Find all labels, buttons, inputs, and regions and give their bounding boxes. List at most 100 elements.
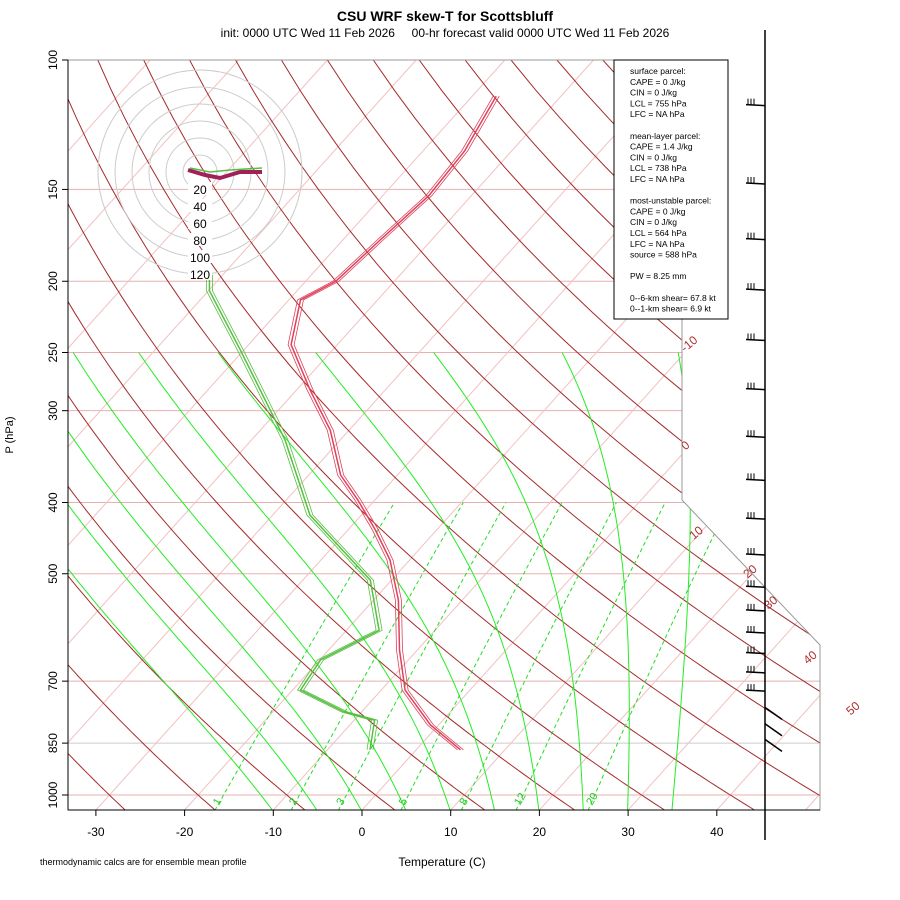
stats-line: LFC = NA hPa (630, 109, 685, 119)
barb-staff (764, 706, 783, 721)
moist-adiabat (217, 352, 495, 810)
y-tick-label: 250 (46, 342, 60, 362)
hodograph-ring-label: 80 (193, 234, 207, 248)
isotherm-label: 40 (800, 648, 819, 668)
stats-line: CAPE = 0 J/kg (630, 206, 686, 216)
dewpoint-line (211, 274, 383, 750)
barb-staff (745, 338, 766, 342)
y-tick-label: 150 (46, 179, 60, 199)
dry-adiabat (326, 60, 820, 810)
y-axis-label: P (hPa) (4, 416, 16, 453)
mixing-ratio-label: 5 (397, 796, 410, 807)
dewpoint-line (205, 274, 377, 750)
temperature-line (287, 96, 494, 751)
wind-barb (745, 473, 766, 482)
barb-staff (745, 671, 766, 674)
hodograph-label-bg (188, 199, 212, 212)
hodograph-label-bg (188, 216, 212, 229)
stats-line: CAPE = 0 J/kg (630, 77, 686, 87)
stats-line: LCL = 564 hPa (630, 228, 687, 238)
isotherm-line (68, 60, 240, 810)
barb-staff (745, 435, 766, 438)
stats-line: LFC = NA hPa (630, 174, 685, 184)
mixing-ratio-line (400, 502, 563, 810)
dry-adiabat (280, 60, 820, 810)
wind-barb (764, 706, 783, 721)
isotherm-label: 50 (843, 698, 862, 718)
stats-line: 0--1-km shear= 6.9 kt (630, 304, 712, 314)
stats-line: CIN = 0 J/kg (630, 217, 677, 227)
x-tick-label: -20 (176, 825, 194, 839)
mixing-ratio-label: 20 (584, 791, 601, 808)
y-tick-label: 100 (46, 50, 60, 70)
wind-barb (745, 382, 766, 391)
stats-line: source = 588 hPa (630, 250, 697, 260)
hodograph-ring-label: 20 (193, 183, 207, 197)
y-tick-label: 700 (46, 671, 60, 691)
hodograph-ring-label: 40 (193, 200, 207, 214)
wind-barb (745, 98, 766, 107)
wind-barb (745, 547, 766, 556)
hodograph-trace-member (189, 167, 263, 173)
moist-adiabat (433, 352, 584, 810)
dry-adiabat (68, 60, 756, 810)
dry-adiabat (68, 60, 396, 810)
barb-staff (745, 387, 766, 391)
dry-adiabat (68, 60, 216, 810)
stats-line: CAPE = 1.4 J/kg (630, 142, 693, 152)
stats-line: LCL = 755 hPa (630, 98, 687, 108)
chart-subtitle: init: 0000 UTC Wed 11 Feb 2026 00-hr for… (221, 26, 670, 40)
y-tick-label: 850 (46, 733, 60, 753)
temperature-line (290, 95, 497, 751)
dry-adiabat (68, 60, 127, 810)
isotherm-line (804, 60, 820, 810)
stats-line: surface parcel: (630, 66, 686, 76)
moist-adiabat (72, 352, 407, 810)
wind-barb (745, 603, 766, 612)
mixing-ratio-line (587, 502, 730, 810)
dewpoint-line (208, 274, 380, 750)
moist-adiabat (68, 352, 362, 810)
mixing-ratio-label: 1 (211, 796, 224, 807)
x-tick-label: 30 (621, 825, 635, 839)
stats-line: PW = 8.25 mm (630, 271, 686, 281)
isotherm-line (538, 60, 820, 810)
barb-staff (745, 689, 766, 692)
dry-adiabat (68, 60, 306, 810)
mixing-ratio-label: 3 (334, 796, 347, 807)
isotherm-line (627, 60, 820, 810)
dry-adiabat (68, 60, 576, 810)
moist-adiabat (68, 352, 274, 810)
barb-staff (745, 631, 766, 634)
barb-staff (764, 738, 783, 752)
wind-barb (745, 512, 766, 520)
dry-adiabat (143, 60, 820, 810)
barb-staff (745, 237, 766, 241)
isotherm-line (715, 60, 820, 810)
footnote: thermodynamic calcs are for ensemble mea… (40, 857, 247, 867)
mixing-ratio-label: 12 (512, 791, 529, 808)
isotherm-line (68, 60, 151, 810)
dry-adiabat (189, 60, 820, 810)
x-tick-label: -30 (87, 825, 105, 839)
stats-line: CIN = 0 J/kg (630, 152, 677, 162)
temperature-line (293, 96, 500, 751)
isotherm-label: -10 (678, 333, 701, 355)
mixing-ratio-label: 2 (287, 796, 300, 807)
dry-adiabat (68, 60, 666, 810)
x-tick-label: -10 (265, 825, 283, 839)
chart-title: CSU WRF skew-T for Scottsbluff (337, 8, 554, 24)
stats-line: most-unstable parcel: (630, 196, 711, 206)
stats-line: CIN = 0 J/kg (630, 88, 677, 98)
moist-adiabat (561, 352, 630, 810)
wind-barb (764, 723, 783, 737)
isotherm-line (68, 60, 506, 810)
stats-line: LCL = 738 hPa (630, 163, 687, 173)
moist-adiabat (138, 352, 451, 810)
barb-staff (745, 553, 766, 556)
hodograph-label-bg (188, 233, 212, 246)
isotherm-line (68, 60, 594, 810)
wind-barb (745, 646, 766, 655)
